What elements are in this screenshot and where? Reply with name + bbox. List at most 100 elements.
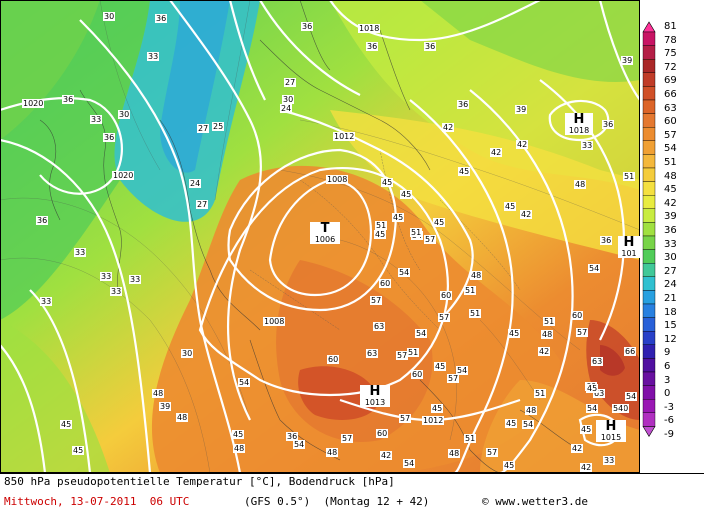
- scale-value: 6: [664, 361, 671, 372]
- temperature-label: 36: [36, 216, 49, 225]
- map-canvas: [0, 0, 640, 473]
- temperature-label: 36: [62, 95, 75, 104]
- temperature-label: 51: [410, 228, 423, 237]
- temperature-label: 48: [448, 449, 461, 458]
- temperature-label: 51: [543, 317, 556, 326]
- temperature-label: 63: [593, 389, 606, 398]
- scale-swatch: [642, 208, 656, 223]
- low-pressure-center: T 1006: [310, 222, 340, 244]
- scale-value: 27: [664, 265, 677, 277]
- temperature-label: 48: [152, 389, 165, 398]
- scale-value: 81: [664, 21, 677, 32]
- temperature-label: 36: [602, 120, 615, 129]
- high-pressure-center: H 1013: [360, 385, 390, 407]
- temperature-label: 60: [411, 370, 424, 379]
- center-letter: H: [565, 113, 593, 126]
- temperature-label: 48: [470, 271, 483, 280]
- scale-value: 63: [664, 102, 677, 114]
- scale-value: 21: [664, 293, 677, 304]
- center-letter: H: [596, 420, 626, 433]
- scale-swatch: [642, 167, 656, 182]
- temperature-label: 45: [433, 218, 446, 227]
- temperature-label: 33: [581, 141, 594, 150]
- scale-swatch: [642, 45, 656, 60]
- temperature-label: 30: [103, 12, 116, 21]
- temperature-label: 60: [440, 291, 453, 300]
- temperature-label: 48: [176, 413, 189, 422]
- temperature-label: 54: [403, 459, 416, 468]
- temperature-label: 54: [398, 268, 411, 277]
- temperature-label: 45: [392, 213, 405, 222]
- temperature-label: 42: [490, 148, 503, 157]
- temperature-label: 54: [238, 378, 251, 387]
- temperature-label: 54: [456, 366, 469, 375]
- temperature-label: 51: [464, 286, 477, 295]
- temperature-label: 25: [212, 122, 225, 131]
- temperature-label: 42: [520, 210, 533, 219]
- temperature-label: 54: [293, 440, 306, 449]
- scale-value: -6: [664, 415, 674, 427]
- temperature-label: 36: [301, 22, 314, 31]
- temperature-label: 57: [370, 296, 383, 305]
- scale-value: -9: [664, 429, 674, 440]
- temperature-label: 45: [374, 230, 387, 239]
- scale-swatch: [642, 358, 656, 373]
- temperature-label: 51: [375, 221, 388, 230]
- temperature-label: 39: [515, 105, 528, 114]
- isobar-label: 1012: [422, 416, 445, 425]
- scale-swatch: [642, 113, 656, 128]
- scale-value: 39: [664, 211, 677, 223]
- scale-swatch: [642, 140, 656, 155]
- temperature-label: 51: [623, 172, 636, 181]
- temperature-label: 36: [600, 236, 613, 245]
- temperature-label: 33: [74, 248, 87, 257]
- temperature-label: 45: [434, 362, 447, 371]
- scale-value: 9: [664, 347, 671, 359]
- east-hot-patch: [600, 345, 625, 376]
- scale-swatch: [642, 385, 656, 400]
- scale-swatch: [642, 290, 656, 305]
- scale-value: 57: [664, 129, 677, 141]
- temperature-label: 42: [380, 451, 393, 460]
- scale-value: 18: [664, 306, 677, 318]
- scale-swatch: [642, 99, 656, 114]
- atlantic-air-south: [0, 320, 110, 473]
- temperature-label: 27: [284, 78, 297, 87]
- temperature-label: 36: [155, 14, 168, 23]
- scale-swatch: [642, 235, 656, 250]
- center-letter: H: [618, 236, 640, 249]
- temperature-label: 57: [447, 374, 460, 383]
- high-pressure-center: H 1015: [596, 420, 626, 442]
- temperature-label: 48: [326, 448, 339, 457]
- temperature-label: 51: [464, 434, 477, 443]
- scale-swatch: [642, 222, 656, 237]
- center-value: 1018: [565, 126, 593, 135]
- temperature-label: 45: [458, 167, 471, 176]
- scale-value: 72: [664, 61, 677, 73]
- temperature-label: 42: [571, 444, 584, 453]
- temperature-label: 45: [503, 461, 516, 470]
- temperature-label: 63: [373, 322, 386, 331]
- temperature-label: 60: [327, 355, 340, 364]
- isobar-label: 1018: [358, 24, 381, 33]
- temperature-label: 42: [442, 123, 455, 132]
- temperature-label: 39: [159, 402, 172, 411]
- isobar-label: 1020: [112, 171, 135, 180]
- temperature-label: 33: [90, 115, 103, 124]
- scale-swatch: [642, 331, 656, 346]
- temperature-label: 51: [469, 309, 482, 318]
- temperature-label: 24: [189, 179, 202, 188]
- scale-value: 78: [664, 34, 677, 46]
- high-pressure-center: H 1018: [565, 113, 593, 135]
- temperature-label: 51: [534, 389, 547, 398]
- model-run: (GFS 0.5°) (Montag 12 + 42): [244, 495, 430, 508]
- temperature-label: 54: [415, 329, 428, 338]
- temperature-label: 60: [571, 311, 584, 320]
- temperature-label: 45: [586, 384, 599, 393]
- temperature-label: 42: [538, 347, 551, 356]
- temperature-label: 45: [232, 430, 245, 439]
- center-letter: T: [310, 222, 340, 235]
- isobar-label: 1020: [22, 99, 45, 108]
- temperature-label: 57: [576, 328, 589, 337]
- color-scale-bar: [642, 21, 656, 437]
